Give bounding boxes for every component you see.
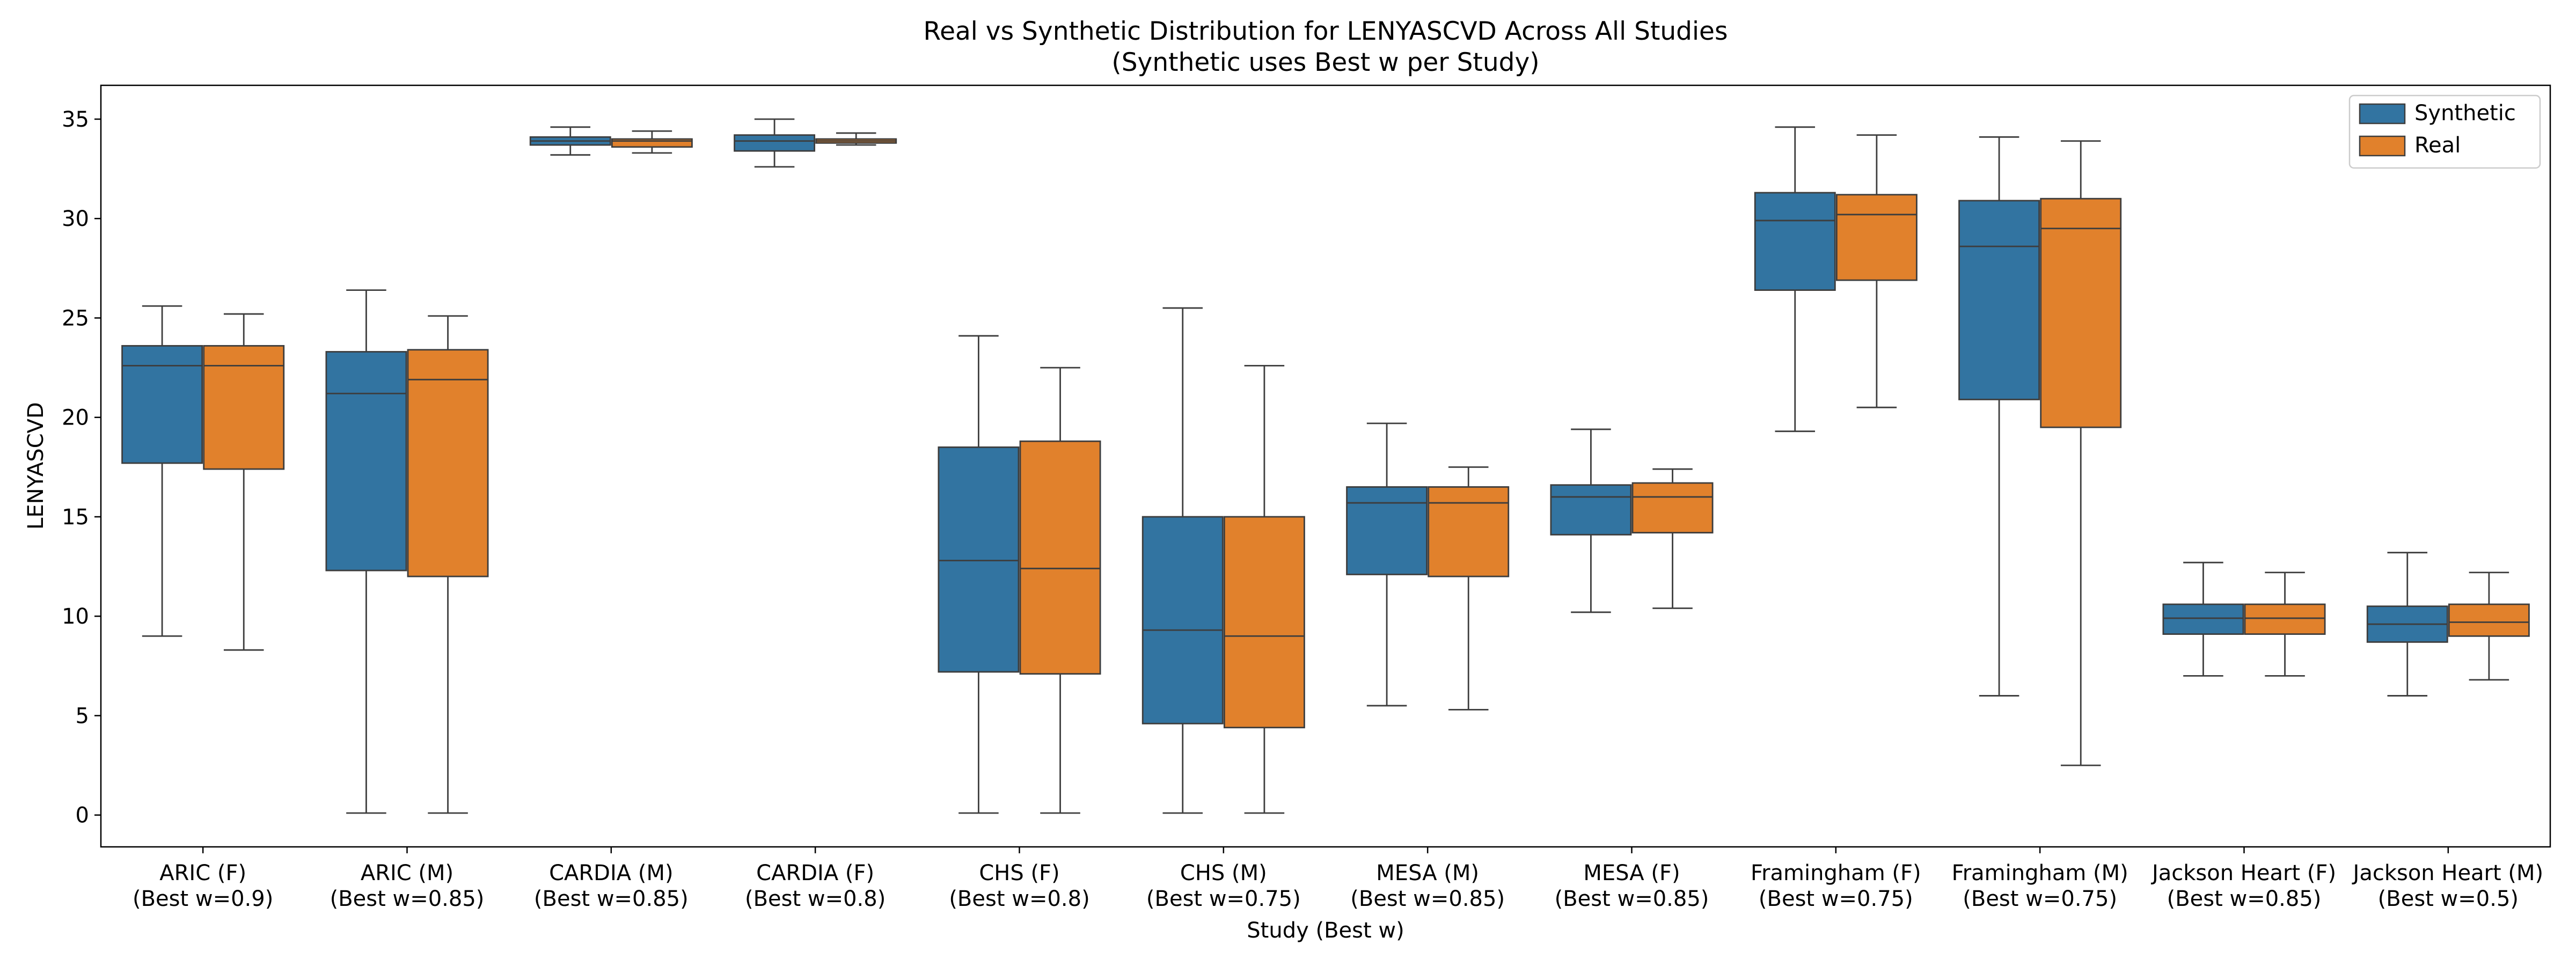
box-real-chs-f-iqr-box <box>1019 440 1101 675</box>
y-axis: 0 5 10 15 20 25 30 35 <box>62 107 101 828</box>
y-tick-label-0: 0 <box>76 803 89 828</box>
x-tick-label-aric-f: ARIC (F) <box>159 861 246 885</box>
legend-swatch-synthetic <box>2359 103 2406 125</box>
x-tick-label-mesa-f: MESA (F) <box>1583 861 1680 885</box>
x-tick-sublabel-cardia-m: (Best w=0.85) <box>534 887 689 911</box>
x-tick-sublabel-chs-m: (Best w=0.75) <box>1146 887 1301 911</box>
box-synthetic-mesa-f <box>1550 428 1632 613</box>
x-tick-sublabel-framingham-m: (Best w=0.75) <box>1963 887 2117 911</box>
x-tick-sublabel-aric-m: (Best w=0.85) <box>330 887 485 911</box>
box-synthetic-aric-m-iqr-box <box>325 351 407 572</box>
box-real-mesa-m <box>1428 466 1510 711</box>
legend-label-synthetic: Synthetic <box>2414 101 2516 126</box>
box-real-aric-f-iqr-box <box>203 345 285 470</box>
box-synthetic-aric-f-iqr-box <box>121 345 203 464</box>
x-tick-sublabel-mesa-m: (Best w=0.85) <box>1350 887 1505 911</box>
x-tick-label-cardia-m: CARDIA (M) <box>549 861 673 885</box>
x-tick-label-cardia-f: CARDIA (F) <box>756 861 874 885</box>
box-real-chs-m <box>1223 364 1305 814</box>
y-tick-label-20: 20 <box>62 406 89 430</box>
chart-subtitle: (Synthetic uses Best w per Study) <box>1111 48 1539 77</box>
box-synthetic-mesa-f-iqr-box <box>1550 484 1632 536</box>
box-real-framingham-m <box>2040 140 2122 766</box>
box-real-chs-m-iqr-box <box>1223 516 1305 729</box>
x-tick-label-framingham-f: Framingham (F) <box>1751 861 1921 885</box>
box-synthetic-chs-f-iqr-box <box>938 446 1020 673</box>
x-tick-label-mesa-m: MESA (M) <box>1376 861 1479 885</box>
box-synthetic-chs-m-iqr-box <box>1141 516 1224 724</box>
box-real-aric-f <box>203 313 285 651</box>
y-axis-label: LENYASCVD <box>24 402 48 530</box>
x-tick-sublabel-chs-f: (Best w=0.8) <box>949 887 1089 911</box>
box-synthetic-cardia-f <box>734 118 816 168</box>
legend-label-real: Real <box>2414 133 2461 158</box>
box-synthetic-framingham-m-iqr-box <box>1958 200 2040 400</box>
x-tick-label-jackson-heart-f: Jackson Heart (F) <box>2150 861 2336 885</box>
box-real-framingham-f-iqr-box <box>1835 194 1918 281</box>
x-tick-sublabel-aric-f: (Best w=0.9) <box>133 887 273 911</box>
box-real-jackson-heart-m <box>2448 572 2530 681</box>
box-real-jackson-heart-m-iqr-box <box>2448 603 2530 637</box>
box-synthetic-aric-m <box>325 289 407 814</box>
box-synthetic-mesa-m <box>1346 422 1428 707</box>
box-real-cardia-m <box>611 130 693 154</box>
x-tick-sublabel-framingham-f: (Best w=0.75) <box>1759 887 1913 911</box>
x-axis: ARIC (F)(Best w=0.9)ARIC (M)(Best w=0.85… <box>133 847 2543 911</box>
x-tick-label-framingham-m: Framingham (M) <box>1952 861 2128 885</box>
x-tick-label-jackson-heart-m: Jackson Heart (M) <box>2352 861 2544 885</box>
box-real-jackson-heart-f <box>2244 572 2326 677</box>
box-synthetic-jackson-heart-f-iqr-box <box>2162 603 2244 635</box>
box-synthetic-mesa-m-iqr-box <box>1346 486 1428 575</box>
box-synthetic-cardia-m <box>529 126 611 156</box>
y-tick-label-35: 35 <box>62 107 89 132</box>
box-real-jackson-heart-f-iqr-box <box>2244 603 2326 635</box>
box-synthetic-cardia-f-iqr-box <box>734 134 816 152</box>
box-synthetic-jackson-heart-m <box>2366 552 2448 697</box>
box-real-cardia-f <box>815 132 897 146</box>
box-synthetic-aric-f <box>121 305 203 637</box>
box-synthetic-jackson-heart-f <box>2162 561 2244 677</box>
y-tick-label-15: 15 <box>62 505 89 530</box>
box-synthetic-chs-m <box>1141 307 1224 814</box>
x-tick-label-chs-f: CHS (F) <box>979 861 1059 885</box>
x-tick-sublabel-mesa-f: (Best w=0.85) <box>1555 887 1709 911</box>
legend-swatch-real <box>2359 135 2406 157</box>
y-tick-label-5: 5 <box>76 704 89 728</box>
y-tick-label-25: 25 <box>62 306 89 331</box>
box-real-mesa-f-iqr-box <box>1631 482 1714 534</box>
chart-title: Real vs Synthetic Distribution for LENYA… <box>924 17 1728 46</box>
box-real-aric-m-iqr-box <box>407 349 489 577</box>
plot-frame <box>100 84 2551 848</box>
box-real-mesa-m-iqr-box <box>1428 486 1510 577</box>
plot-area <box>121 118 2530 814</box>
box-real-framingham-m-iqr-box <box>2040 197 2122 428</box>
box-real-chs-f <box>1019 367 1101 814</box>
box-real-framingham-f <box>1835 134 1918 408</box>
x-tick-label-chs-m: CHS (M) <box>1180 861 1267 885</box>
y-tick-label-30: 30 <box>62 207 89 231</box>
box-real-aric-m <box>407 315 489 814</box>
box-synthetic-chs-f <box>938 335 1020 814</box>
legend: Synthetic Real <box>2348 94 2541 169</box>
box-synthetic-framingham-f-iqr-box <box>1754 192 1836 291</box>
box-real-cardia-m-iqr-box <box>611 138 693 148</box>
x-tick-label-aric-m: ARIC (M) <box>361 861 453 885</box>
x-tick-sublabel-jackson-heart-m: (Best w=0.5) <box>2378 887 2519 911</box>
x-axis-label: Study (Best w) <box>1247 918 1404 943</box>
x-tick-sublabel-jackson-heart-f: (Best w=0.85) <box>2167 887 2322 911</box>
x-tick-sublabel-cardia-f: (Best w=0.8) <box>745 887 885 911</box>
box-real-mesa-f <box>1631 468 1714 609</box>
box-synthetic-framingham-f <box>1754 126 1836 433</box>
y-tick-label-10: 10 <box>62 604 89 629</box>
box-synthetic-framingham-m <box>1958 136 2040 697</box>
